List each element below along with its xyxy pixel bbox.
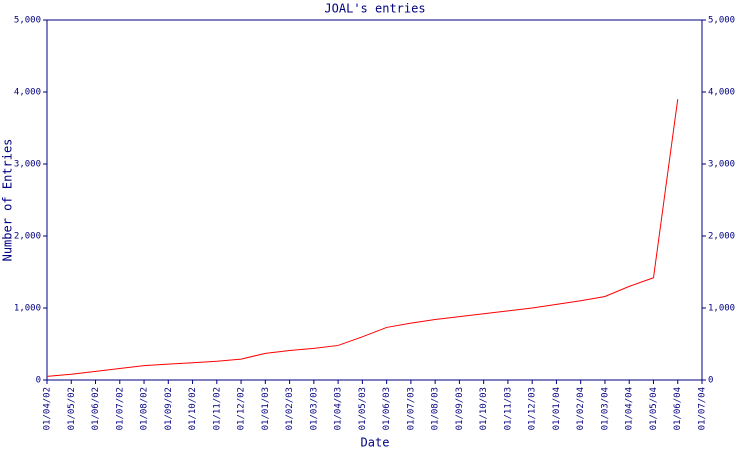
x-tick-label: 01/07/02 (115, 387, 125, 430)
x-tick-label: 01/07/03 (406, 387, 416, 430)
chart-title: JOAL's entries (324, 2, 425, 16)
y2-tick-label: 0 (708, 376, 713, 386)
x-tick-label: 01/05/02 (67, 387, 77, 430)
x-tick-label: 01/08/02 (140, 387, 150, 430)
y2-tick-label: 3,000 (708, 160, 735, 170)
x-tick-label: 01/03/03 (309, 387, 319, 430)
plot-frame (46, 19, 703, 381)
x-tick-label: 01/01/04 (552, 387, 562, 430)
x-tick-label: 01/06/02 (91, 387, 101, 430)
y-tick-label: 3,000 (14, 160, 41, 170)
data-line (46, 99, 679, 377)
y-axis-label: Number of Entries (1, 139, 15, 262)
x-tick-label: 01/05/04 (649, 387, 659, 430)
y2-tick-label: 1,000 (708, 304, 735, 314)
y2-tick-label: 4,000 (708, 88, 735, 98)
y-tick-label: 0 (36, 376, 41, 386)
x-tick-label: 01/08/03 (431, 387, 441, 430)
x-axis-label: Date (361, 436, 390, 450)
x-tick-label: 01/05/03 (358, 387, 368, 430)
y2-tick-label: 5,000 (708, 16, 735, 26)
x-tick-label: 01/11/03 (503, 387, 513, 430)
x-tick-label: 01/10/02 (188, 387, 198, 430)
y-tick-label: 2,000 (14, 232, 41, 242)
x-tick-label: 01/07/04 (698, 387, 708, 430)
x-tick-label: 01/11/02 (212, 387, 222, 430)
x-tick-label: 01/10/03 (479, 387, 489, 430)
x-tick-label: 01/09/02 (164, 387, 174, 430)
x-tick-label: 01/04/04 (625, 387, 635, 430)
x-tick-label: 01/12/02 (237, 387, 247, 430)
y-tick-label: 1,000 (14, 304, 41, 314)
x-tick-label: 01/03/04 (600, 387, 610, 430)
y-tick-label: 5,000 (14, 16, 41, 26)
x-tick-label: 01/04/02 (43, 387, 53, 430)
x-tick-label: 01/09/03 (455, 387, 465, 430)
x-tick-label: 01/06/03 (382, 387, 392, 430)
x-tick-label: 01/06/04 (673, 387, 683, 430)
x-tick-label: 01/12/03 (528, 387, 538, 430)
x-tick-label: 01/01/03 (261, 387, 271, 430)
y2-tick-label: 2,000 (708, 232, 735, 242)
x-tick-label: 01/04/03 (334, 387, 344, 430)
x-tick-label: 01/02/03 (285, 387, 295, 430)
y-tick-label: 4,000 (14, 88, 41, 98)
x-tick-label: 01/02/04 (576, 387, 586, 430)
